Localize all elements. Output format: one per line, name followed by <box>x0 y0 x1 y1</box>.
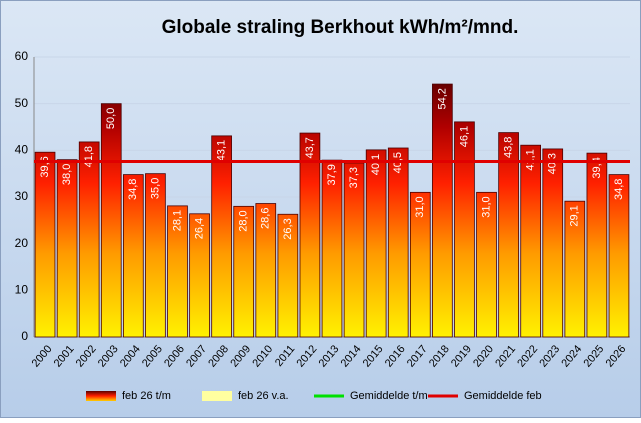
value-label: 39,6 <box>39 156 51 177</box>
value-label: 28,0 <box>238 210 250 231</box>
value-label: 31,0 <box>480 196 492 217</box>
bar <box>299 132 321 338</box>
value-label: 26,4 <box>193 218 205 239</box>
value-label: 40,3 <box>547 153 559 174</box>
value-label: 50,0 <box>105 108 117 129</box>
bar <box>454 121 475 338</box>
bar <box>34 151 56 338</box>
bar <box>211 135 232 338</box>
bar <box>476 191 497 338</box>
value-label: 40,1 <box>370 154 382 175</box>
bar <box>432 83 453 338</box>
bar <box>233 205 255 338</box>
bar <box>608 174 630 338</box>
legend-swatch <box>86 391 116 401</box>
value-label: 38,0 <box>61 164 73 185</box>
value-label: 43,8 <box>502 137 514 158</box>
bar <box>56 159 78 338</box>
value-label: 37,9 <box>326 164 338 185</box>
y-tick-label: 20 <box>15 236 29 250</box>
chart-title: Globale straling Berkhout kWh/m²/mnd. <box>162 17 519 38</box>
value-label: 46,1 <box>458 126 470 147</box>
bar <box>277 213 299 338</box>
value-label: 29,1 <box>569 205 581 226</box>
bar <box>542 148 564 338</box>
legend-label: Gemiddelde t/m <box>350 390 428 402</box>
value-label: 41,8 <box>83 146 95 167</box>
y-tick-label: 10 <box>15 283 29 297</box>
legend-swatch <box>202 391 232 401</box>
value-label: 28,1 <box>171 210 183 231</box>
bar <box>409 191 431 338</box>
bar <box>498 132 519 338</box>
y-tick-label: 60 <box>15 49 29 63</box>
bar <box>123 174 144 338</box>
bar <box>167 205 188 338</box>
y-tick-label: 30 <box>15 189 29 203</box>
bar <box>564 200 586 338</box>
y-tick-label: 50 <box>15 96 29 110</box>
value-label: 31,0 <box>414 196 426 217</box>
value-label: 35,0 <box>149 178 161 199</box>
value-label: 43,7 <box>304 137 316 158</box>
value-label: 34,8 <box>127 179 139 200</box>
bar <box>321 159 343 338</box>
legend-label: feb 26 t/m <box>122 390 171 402</box>
legend-label: Gemiddelde feb <box>464 390 542 402</box>
bar <box>255 203 277 338</box>
value-label: 34,8 <box>613 179 625 200</box>
bar <box>189 213 210 338</box>
bar <box>387 147 409 338</box>
bar <box>520 144 542 338</box>
value-label: 54,2 <box>436 88 448 109</box>
legend-label: feb 26 v.a. <box>238 390 289 402</box>
value-label: 41,1 <box>525 149 537 170</box>
value-label: 43,1 <box>216 140 228 161</box>
value-label: 28,6 <box>260 208 272 229</box>
bar <box>78 141 100 338</box>
bar <box>100 103 122 338</box>
bar <box>145 173 166 338</box>
value-label: 26,3 <box>282 218 294 239</box>
bar <box>365 149 387 338</box>
y-tick-label: 40 <box>15 143 29 157</box>
y-tick-label: 0 <box>21 329 28 343</box>
bar <box>586 152 608 338</box>
value-label: 37,3 <box>348 167 360 188</box>
